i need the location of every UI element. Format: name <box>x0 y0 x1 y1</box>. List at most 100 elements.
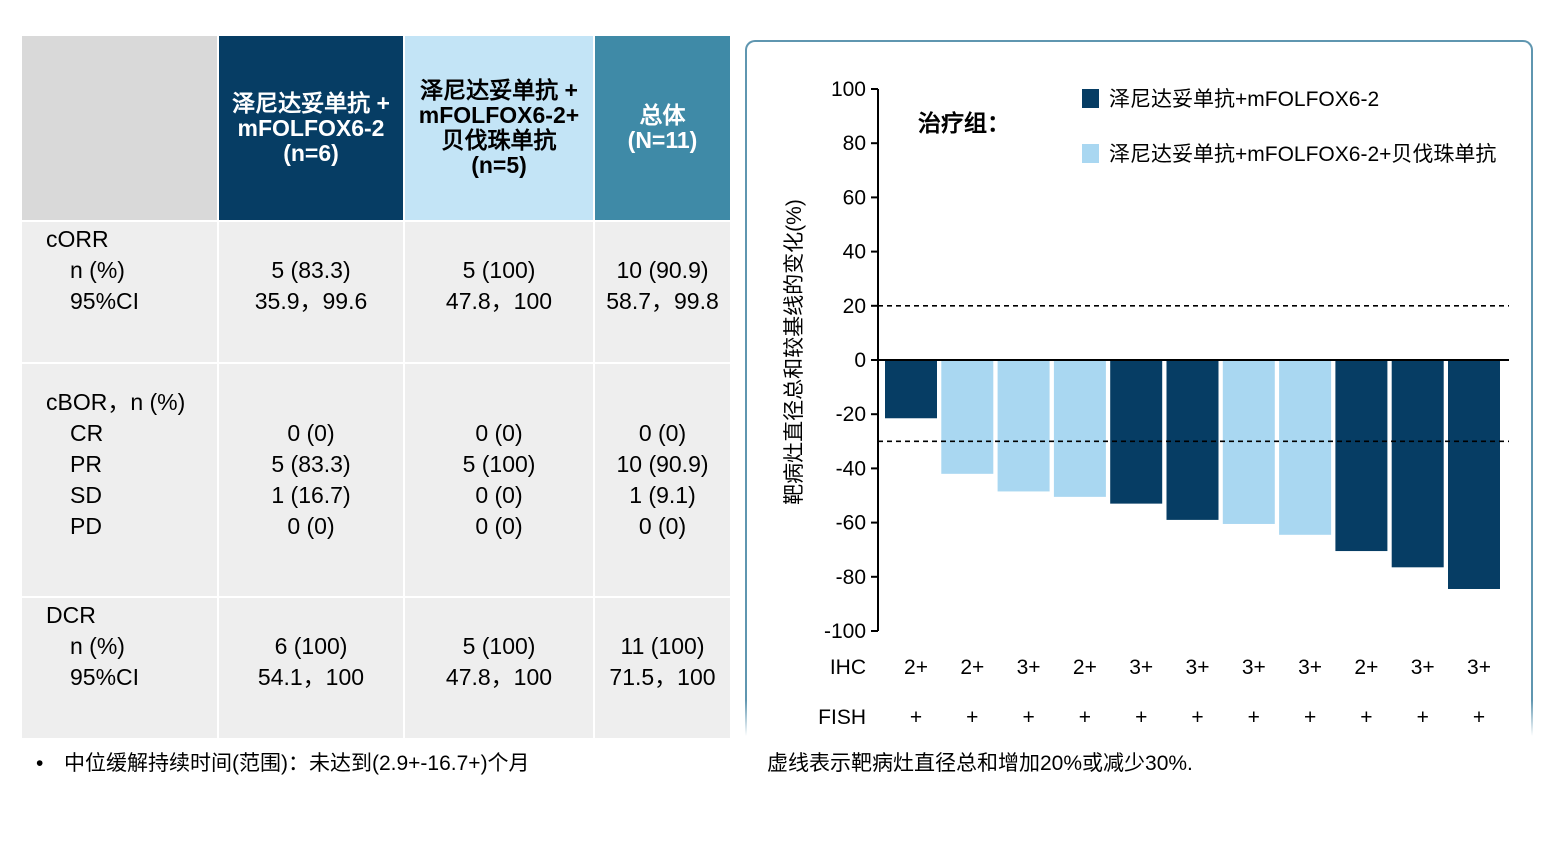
header-line: mFOLFOX6-2 <box>237 114 385 141</box>
header-group-1: 泽尼达妥单抗 + mFOLFOX6-2 (n=6) <box>219 36 403 220</box>
fish-label: + <box>1191 706 1203 729</box>
value-text: 0 (0) <box>287 513 335 539</box>
bar <box>997 360 1050 492</box>
y-tick-label: 100 <box>831 78 866 101</box>
value-text: 47.8，100 <box>445 664 553 690</box>
ihc-label: 3+ <box>1017 656 1041 679</box>
legend-label: 泽尼达妥单抗+mFOLFOX6-2 <box>1109 88 1379 111</box>
value-cell: 11 (100) 71.5，100 <box>595 598 730 738</box>
ihc-label: 2+ <box>1073 656 1097 679</box>
footnote: • 中位缓解持续时间(范围)：未达到(2.9+-16.7+)个月 <box>36 747 530 777</box>
header-line: mFOLFOX6-2+ <box>418 102 580 128</box>
fish-label: + <box>1360 706 1372 729</box>
header-line: 总体 <box>639 102 686 128</box>
bar <box>1053 360 1106 497</box>
section-title: DCR <box>46 602 96 628</box>
bar <box>1335 360 1388 552</box>
value-cell: 5 (83.3) 35.9，99.6 <box>219 222 403 362</box>
bar <box>1448 360 1500 589</box>
value-cell: 5 (100) 47.8，100 <box>405 598 593 738</box>
value-cell: 10 (90.9) 58.7，99.8 <box>595 222 730 362</box>
section-title: cBOR，n (%) <box>46 389 186 415</box>
ihc-label: 2+ <box>904 656 928 679</box>
value-cell: 0 (0) 5 (100) 0 (0) 0 (0) <box>405 364 593 596</box>
row-label: SD <box>70 482 102 508</box>
value-text: 35.9，99.6 <box>254 288 368 314</box>
section-title: cORR <box>46 226 109 252</box>
value-text: 71.5，100 <box>609 664 716 690</box>
header-line: (n=5) <box>471 152 527 178</box>
bullet-icon: • <box>36 752 44 775</box>
ihc-label: 3+ <box>1129 656 1153 679</box>
section-label-cell: cBOR，n (%) CR PR SD PD <box>22 364 217 596</box>
legend-swatch <box>1082 144 1099 163</box>
value-text: 0 (0) <box>475 420 523 446</box>
y-axis-title: 靶病灶直径总和较基线的变化(%) <box>783 199 806 505</box>
fish-label: + <box>1135 706 1147 729</box>
fish-label: + <box>966 706 978 729</box>
fish-label: + <box>1304 706 1316 729</box>
header-empty-cell <box>22 36 217 220</box>
chart-note: 虚线表示靶病灶直径总和增加20%或减少30%. <box>767 752 1193 775</box>
fish-label: + <box>1417 706 1429 729</box>
value-text: 10 (90.9) <box>616 451 709 477</box>
header-group-3: 总体 (N=11) <box>595 36 730 220</box>
ihc-label: 3+ <box>1242 656 1266 679</box>
y-tick-label: 40 <box>843 241 866 264</box>
row-label: 95%CI <box>70 664 140 690</box>
section-label-cell: cORR n (%) 95%CI <box>22 222 217 362</box>
footnote-text: 中位缓解持续时间(范围)：未达到(2.9+-16.7+)个月 <box>64 752 530 775</box>
results-table: 泽尼达妥单抗 + mFOLFOX6-2 (n=6) 泽尼达妥单抗 + mFOLFOX6-… <box>22 36 730 738</box>
y-tick-label: -80 <box>836 566 866 589</box>
value-text: 10 (90.9) <box>616 257 709 283</box>
value-text: 54.1，100 <box>257 664 365 690</box>
legend-swatch <box>1082 89 1099 108</box>
value-text: 1 (9.1) <box>629 482 696 508</box>
row-label: 95%CI <box>70 288 140 314</box>
y-tick-label: -40 <box>836 457 866 480</box>
y-tick-label: -20 <box>836 403 866 426</box>
y-tick-label: 0 <box>854 349 866 372</box>
row-label: PD <box>70 513 102 539</box>
chart-panel-fade <box>738 700 1543 745</box>
bar <box>1166 360 1219 520</box>
row-label: n (%) <box>70 633 125 659</box>
fish-label: + <box>1079 706 1091 729</box>
bar <box>1279 360 1332 535</box>
section-label-cell: DCR n (%) 95%CI <box>22 598 217 738</box>
value-cell: 6 (100) 54.1，100 <box>219 598 403 738</box>
legend-label: 泽尼达妥单抗+mFOLFOX6-2+贝伐珠单抗 <box>1109 143 1496 166</box>
value-text: 0 (0) <box>287 420 335 446</box>
value-text: 5 (100) <box>462 257 536 283</box>
value-text: 0 (0) <box>475 482 523 508</box>
ihc-label: 3+ <box>1186 656 1210 679</box>
value-text: 1 (16.7) <box>271 482 351 508</box>
bar <box>941 360 994 474</box>
legend-title: 治疗组： <box>918 110 1010 136</box>
value-text: 0 (0) <box>638 513 687 539</box>
header-line: 贝伐珠单抗 <box>441 127 557 153</box>
y-tick-label: 20 <box>843 295 866 318</box>
y-tick-label: 80 <box>843 132 866 155</box>
ihc-row-label: IHC <box>830 656 866 679</box>
header-line: (N=11) <box>627 127 698 153</box>
value-text: 0 (0) <box>638 420 687 446</box>
fish-label: + <box>1473 706 1485 729</box>
y-tick-label: -60 <box>836 512 866 535</box>
fish-label: + <box>1022 706 1034 729</box>
ihc-label: 3+ <box>1467 656 1491 679</box>
ihc-label: 2+ <box>1354 656 1378 679</box>
row-label: CR <box>70 420 104 446</box>
value-text: 58.7，99.8 <box>606 288 719 314</box>
fish-label: + <box>1248 706 1260 729</box>
header-line: 泽尼达妥单抗 + <box>232 89 390 116</box>
value-text: 5 (100) <box>462 451 536 477</box>
bar <box>1110 360 1163 504</box>
row-label: n (%) <box>70 257 125 283</box>
value-text: 0 (0) <box>475 513 523 539</box>
value-cell: 5 (100) 47.8，100 <box>405 222 593 362</box>
bar <box>885 360 937 419</box>
value-text: 5 (83.3) <box>271 451 351 477</box>
value-text: 5 (100) <box>462 633 536 659</box>
